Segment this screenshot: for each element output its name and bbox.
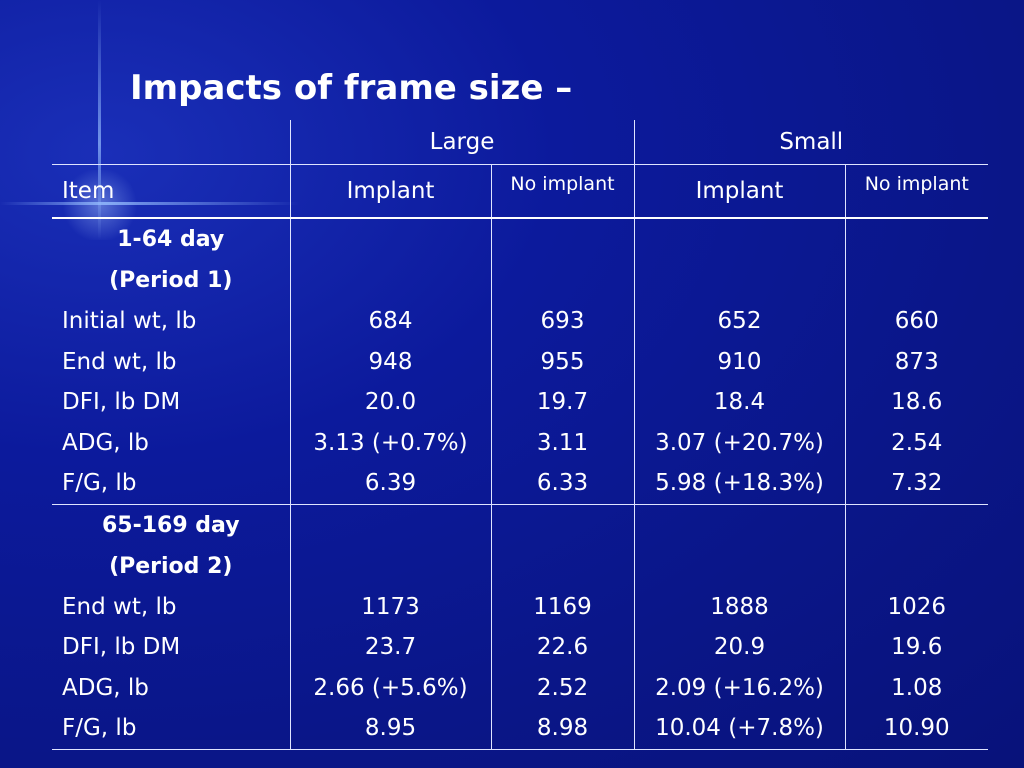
empty-cell	[490, 260, 634, 301]
table-row: DFI, lb DM 20.0 19.7 18.4 18.6	[52, 382, 989, 423]
empty-cell	[844, 260, 989, 301]
cell-small-implant: 18.4	[633, 382, 845, 423]
cell-small-implant: 2.09 (+16.2%)	[633, 667, 845, 708]
cell-large-implant: 8.95	[289, 708, 491, 750]
cell-large-no-implant: 6.33	[490, 463, 634, 505]
row-label: End wt, lb	[62, 348, 177, 375]
table-row: Initial wt, lb 684 693 652 660	[52, 301, 989, 342]
period-label-row: (Period 2)	[52, 545, 989, 587]
table-row: DFI, lb DM 23.7 22.6 20.9 19.6	[52, 627, 989, 668]
period-label-row: 65-169 day	[52, 504, 989, 546]
empty-cell	[844, 218, 989, 260]
empty-cell	[633, 504, 845, 546]
cell-large-no-implant: 693	[490, 301, 634, 342]
empty-cell	[633, 545, 845, 587]
cell-small-implant: 910	[633, 341, 845, 382]
empty-cell	[289, 545, 491, 587]
group-header-empty	[52, 120, 290, 165]
slide-title: Impacts of frame size –	[130, 68, 573, 108]
row-label: F/G, lb	[52, 463, 290, 505]
frame-size-table: Large Small Item Implant No implant Impl…	[52, 120, 989, 750]
cell-small-implant: 10.04 (+7.8%)	[633, 708, 845, 750]
column-header-large-no-implant: No implant	[490, 164, 634, 219]
cell-large-implant: 684	[289, 301, 491, 342]
cell-small-no-implant: 660	[844, 301, 989, 342]
cell-large-no-implant: 3.11	[490, 422, 634, 463]
empty-cell	[289, 260, 491, 301]
group-header-small: Small	[633, 120, 989, 165]
cell-large-no-implant: 22.6	[490, 627, 634, 668]
column-header-small-no-implant: No implant	[844, 164, 989, 219]
cell-small-implant: 3.07 (+20.7%)	[633, 422, 845, 463]
period-label-name: (Period 1)	[109, 268, 233, 293]
empty-cell	[490, 545, 634, 587]
period-label-range: 1-64 day	[117, 227, 225, 252]
empty-cell	[490, 504, 634, 546]
cell-small-implant: 1888	[633, 586, 845, 627]
table-row: F/G, lb 8.95 8.98 10.04 (+7.8%) 10.90	[52, 708, 989, 750]
group-header-row: Large Small	[52, 120, 989, 165]
row-label: End wt, lb	[62, 593, 177, 620]
cell-small-implant: 20.9	[633, 627, 845, 668]
column-header-row: Item Implant No implant Implant No impla…	[52, 164, 989, 219]
table-row: End wt, lb 948 955 910 873	[52, 341, 989, 382]
column-header-large-implant: Implant	[289, 164, 491, 219]
row-label: Initial wt, lb	[62, 308, 197, 335]
empty-cell	[633, 218, 845, 260]
cell-large-implant: 3.13 (+0.7%)	[289, 422, 491, 463]
period-label-range: 65-169 day	[101, 512, 240, 538]
empty-cell	[289, 218, 491, 260]
table-row: ADG, lb 2.66 (+5.6%) 2.52 2.09 (+16.2%) 1.08	[52, 667, 989, 708]
cell-large-no-implant: 2.52	[490, 667, 634, 708]
cell-large-implant: 1173	[289, 586, 491, 627]
row-label: F/G, lb	[52, 708, 290, 750]
row-label: ADG, lb	[62, 674, 149, 701]
cell-large-no-implant: 8.98	[490, 708, 634, 750]
period-label-row: (Period 1)	[52, 260, 989, 301]
cell-small-no-implant: 2.54	[844, 422, 989, 463]
table-row: ADG, lb 3.13 (+0.7%) 3.11 3.07 (+20.7%) 2.54	[52, 422, 989, 463]
table-row: F/G, lb 6.39 6.33 5.98 (+18.3%) 7.32	[52, 463, 989, 505]
cell-large-implant: 23.7	[289, 627, 491, 668]
cell-small-implant: 5.98 (+18.3%)	[633, 463, 845, 505]
period-label-row: 1-64 day	[52, 218, 989, 260]
cell-large-implant: 948	[289, 341, 491, 382]
column-header-item: Item	[52, 164, 290, 219]
cell-small-no-implant: 1.08	[844, 667, 989, 708]
empty-cell	[490, 218, 634, 260]
cell-small-no-implant: 19.6	[844, 627, 989, 668]
empty-cell	[289, 504, 491, 546]
cell-small-no-implant: 873	[844, 341, 989, 382]
cell-small-no-implant: 18.6	[844, 382, 989, 423]
group-header-large: Large	[289, 120, 634, 165]
row-label: DFI, lb DM	[62, 634, 181, 661]
cell-large-no-implant: 1169	[490, 586, 634, 627]
cell-small-no-implant: 10.90	[844, 708, 989, 750]
cell-large-implant: 20.0	[289, 382, 491, 423]
column-header-small-implant: Implant	[633, 164, 845, 219]
cell-large-no-implant: 955	[490, 341, 634, 382]
empty-cell	[844, 504, 989, 546]
row-label: ADG, lb	[62, 429, 149, 456]
cell-large-implant: 6.39	[289, 463, 491, 505]
cell-small-no-implant: 1026	[844, 586, 989, 627]
empty-cell	[844, 545, 989, 587]
period-label-name: (Period 2)	[109, 553, 233, 579]
cell-large-implant: 2.66 (+5.6%)	[289, 667, 491, 708]
table-row: End wt, lb 1173 1169 1888 1026	[52, 586, 989, 627]
cell-small-implant: 652	[633, 301, 845, 342]
empty-cell	[633, 260, 845, 301]
cell-large-no-implant: 19.7	[490, 382, 634, 423]
row-label: DFI, lb DM	[62, 389, 181, 416]
cell-small-no-implant: 7.32	[844, 463, 989, 505]
